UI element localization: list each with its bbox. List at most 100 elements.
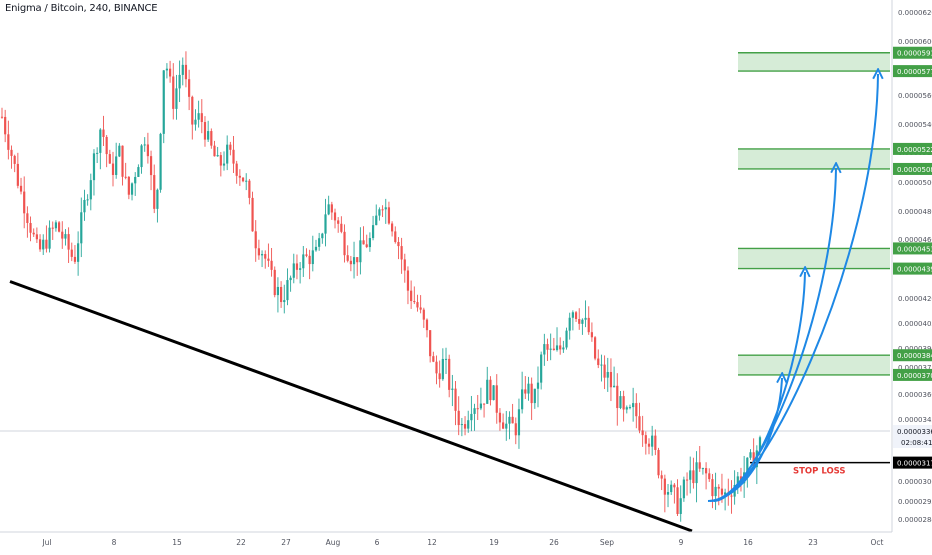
candle-body [359,240,362,263]
candle-body [384,207,387,210]
trendline [9,280,693,533]
candle-body [682,479,685,499]
candle-body [429,330,432,357]
candle-body [413,301,416,303]
last-price-value: 0.00003361 [897,428,932,436]
candle [730,480,733,514]
candle-body [486,379,489,404]
candle-body [241,177,245,182]
candle-body [235,163,238,176]
candle [57,220,61,233]
candle [600,354,603,382]
candle-body [64,234,67,239]
candle-body [679,498,682,514]
candle-body [600,364,603,366]
candle-body [381,209,384,211]
candle-body [83,199,86,213]
candle-body [410,290,413,302]
candle [149,150,153,191]
candle [283,284,286,314]
candle-body [273,269,276,296]
x-tick-label: 27 [281,538,291,547]
candle [108,149,111,164]
candle-body [698,462,701,469]
candle [226,135,229,171]
candle [676,479,679,517]
candle-body [302,254,305,269]
candle-body [115,156,118,175]
candle [689,456,692,494]
candle-body [86,199,89,201]
candle [387,201,391,225]
candle [685,472,689,496]
candle-body [387,207,391,224]
y-tick-label: 0.00005600 [898,92,932,100]
candle-body [482,403,486,405]
candle-body [622,396,625,410]
candle-body [124,176,127,178]
candle [425,318,429,338]
candle-body [159,133,162,190]
candle [524,376,527,400]
candle-body [61,231,64,239]
candle-body [559,345,562,350]
zone-high-label-bg [893,142,932,155]
candle [54,220,58,232]
candle [441,348,444,381]
candle [188,69,191,111]
candle-body [222,163,226,166]
candle-body [581,319,584,324]
candle-body [565,330,568,348]
candle [7,120,10,160]
candle-body [603,364,606,378]
x-tick-label: 26 [549,538,559,547]
candle [121,145,124,186]
candle [673,483,676,504]
candle-body [476,408,479,410]
candle [333,208,337,229]
candle [86,194,89,206]
candle-body [32,232,35,235]
candle [19,177,23,195]
candle-body [292,263,295,278]
candle-body [638,416,641,431]
zone-low-label: 0.00005087 [893,162,932,175]
candle-body [758,437,762,451]
candle-body [340,223,343,232]
candle [343,224,346,263]
candle [384,198,387,224]
candle-body [425,319,429,331]
candle-body [530,383,533,404]
candle [299,262,302,284]
candle-body [67,234,70,250]
candle [555,327,559,352]
candle [51,221,54,240]
candle [267,243,270,267]
candle-body [35,234,38,240]
candle [444,347,448,374]
candle-body [200,113,203,123]
candle-body [460,424,463,426]
candle-body [181,64,184,75]
candle-body [692,470,695,484]
candle [241,177,245,183]
candle [371,215,375,241]
candle-body [51,227,54,229]
candle-body [613,385,616,388]
candle-body [375,215,378,226]
candle-body [492,385,495,401]
candle-body [70,249,73,257]
candle [73,245,77,264]
candle [10,145,13,169]
candle [362,226,365,245]
candle-body [143,144,146,146]
x-tick-label: Oct [871,538,884,547]
candle-body [99,129,102,153]
candle-body [264,254,267,259]
candle-body [441,358,444,380]
candle [679,485,682,522]
candle [435,355,438,385]
candle [29,216,32,242]
